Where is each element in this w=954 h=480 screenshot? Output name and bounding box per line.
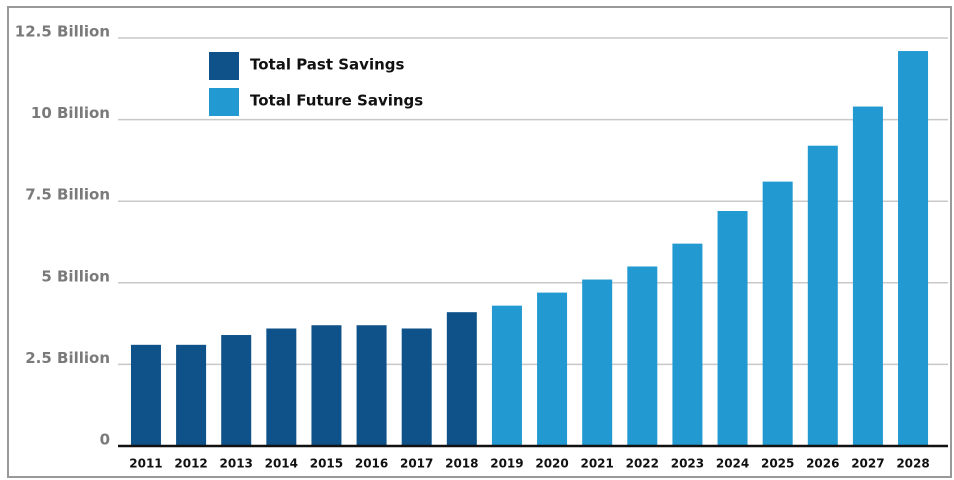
bar — [898, 51, 929, 446]
x-tick-label: 2019 — [490, 457, 523, 471]
y-tick-label: 2.5 Billion — [25, 349, 110, 367]
y-tick-label: 7.5 Billion — [25, 186, 110, 204]
x-tick-label: 2012 — [174, 457, 207, 471]
x-tick-label: 2015 — [310, 457, 343, 471]
frame — [7, 6, 952, 478]
y-tick-label: 10 Billion — [31, 104, 110, 122]
bar — [130, 344, 161, 446]
x-tick-label: 2027 — [851, 457, 884, 471]
bar — [762, 181, 793, 446]
x-tick-label: 2016 — [355, 457, 388, 471]
bar — [401, 328, 432, 446]
x-tick-label: 2017 — [400, 457, 433, 471]
x-tick-label: 2011 — [129, 457, 162, 471]
bar — [311, 325, 342, 446]
bar — [807, 145, 838, 446]
bar — [176, 344, 207, 446]
bar — [852, 106, 883, 446]
x-tick-label: 2022 — [626, 457, 659, 471]
y-tick-label: 0 — [100, 431, 110, 449]
y-tick-label: 5 Billion — [41, 267, 110, 285]
x-tick-label: 2018 — [445, 457, 478, 471]
bar — [672, 243, 703, 446]
bar — [446, 312, 477, 446]
x-tick-label: 2024 — [716, 457, 749, 471]
bar — [582, 279, 613, 446]
legend-swatch — [209, 52, 239, 80]
x-tick-label: 2023 — [671, 457, 704, 471]
bar — [537, 292, 568, 446]
legend-swatch — [209, 88, 239, 116]
bar — [266, 328, 297, 446]
bar — [356, 325, 387, 446]
bar — [717, 210, 748, 446]
y-tick-label: 12.5 Billion — [15, 23, 110, 41]
bar — [491, 305, 522, 446]
x-tick-label: 2013 — [220, 457, 253, 471]
x-tick-label: 2025 — [761, 457, 794, 471]
bar — [627, 266, 658, 446]
x-tick-label: 2028 — [896, 457, 929, 471]
bar — [221, 335, 252, 446]
x-tick-label: 2021 — [580, 457, 613, 471]
legend-label: Total Past Savings — [250, 56, 404, 74]
legend-label: Total Future Savings — [250, 92, 423, 110]
x-tick-label: 2020 — [535, 457, 568, 471]
x-tick-label: 2026 — [806, 457, 839, 471]
x-tick-label: 2014 — [265, 457, 298, 471]
